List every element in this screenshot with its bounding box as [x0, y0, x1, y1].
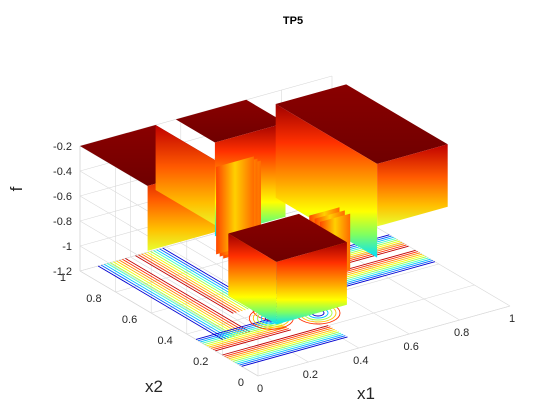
- contour-line: [122, 258, 248, 334]
- contour-line: [113, 261, 239, 336]
- x2-tick-label: 0.8: [86, 293, 101, 305]
- chart-title: TP5: [283, 15, 303, 27]
- contour-line: [215, 329, 292, 352]
- plateau-front-side: [228, 233, 277, 325]
- contour-line: [239, 335, 346, 366]
- contour-line: [135, 255, 234, 314]
- plateau-right-front: [377, 144, 448, 227]
- contour-line: [110, 262, 236, 337]
- x2-tick-label: 0.2: [193, 356, 208, 368]
- x2-tick-label: 0.4: [158, 335, 173, 347]
- wall-grid-line: [79, 200, 333, 272]
- contour-line: [237, 333, 344, 365]
- contour-line: [202, 321, 279, 344]
- x2-axis-label: x2: [145, 377, 163, 396]
- contour-line: [150, 251, 249, 310]
- contour-line: [147, 251, 246, 311]
- wall-grid-line: [79, 75, 333, 147]
- contour-line: [103, 263, 230, 339]
- plateau-back-center: [175, 99, 286, 143]
- plateau-front-wall: [276, 242, 347, 325]
- x1-axis-label: x1: [357, 384, 375, 403]
- wall-grid-line: [79, 245, 259, 352]
- contour-line: [213, 328, 289, 350]
- contour-line: [100, 264, 226, 340]
- contour-line: [116, 260, 242, 335]
- contour-line: [210, 326, 287, 349]
- contour-line: [228, 328, 335, 360]
- z-tick-label: -1: [62, 241, 72, 253]
- x1-tick-label: 0: [257, 383, 263, 395]
- z-tick-label: -1.2: [53, 266, 72, 278]
- contour-line: [230, 330, 337, 361]
- contour-line: [226, 327, 333, 358]
- contour-line: [97, 265, 223, 340]
- surface-plot: [80, 84, 448, 325]
- axis-ticks: -1.2 -1 -0.8 -0.6 -0.4 -0.2 0 0.2 0.4 0.6 0.8 1 0 0.2…: [53, 141, 515, 395]
- plateau-right-wall: [275, 104, 378, 258]
- z-axis-label: f: [7, 186, 26, 191]
- x2-tick-label: 0: [238, 377, 244, 389]
- z-tick-label: -0.8: [53, 216, 72, 228]
- x2-axis-line: [79, 270, 259, 377]
- plateau-right: [275, 84, 448, 164]
- x1-tick-label: 0.8: [454, 327, 469, 339]
- contour-line: [232, 331, 340, 362]
- z-tick-label: -0.6: [53, 191, 72, 203]
- plateau-front: [228, 213, 347, 262]
- contour-line: [206, 324, 283, 347]
- contour-line: [138, 254, 237, 313]
- contour-line: [125, 258, 251, 333]
- x2-tick-label: 1: [60, 272, 66, 284]
- contour-line: [222, 325, 329, 356]
- wall-grid-line: [79, 220, 259, 327]
- contour-line: [241, 336, 348, 367]
- contour-line: [144, 252, 243, 312]
- contour-line: [224, 326, 331, 357]
- x1-axis-line: [257, 305, 511, 377]
- x1-tick-label: 0.6: [404, 341, 419, 353]
- contour-line: [141, 253, 240, 313]
- x1-tick-label: 0.4: [353, 355, 368, 367]
- contour-line: [235, 332, 342, 363]
- x1-tick-label: 1: [509, 313, 515, 325]
- x1-tick-label: 0.2: [303, 369, 318, 381]
- z-tick-label: -0.4: [53, 166, 72, 178]
- plateau-back-left-side: [155, 125, 224, 230]
- x2-tick-label: 0.6: [122, 314, 137, 326]
- z-tick-label: -0.2: [53, 141, 72, 153]
- contour-line: [119, 259, 245, 334]
- contour-line: [106, 263, 233, 338]
